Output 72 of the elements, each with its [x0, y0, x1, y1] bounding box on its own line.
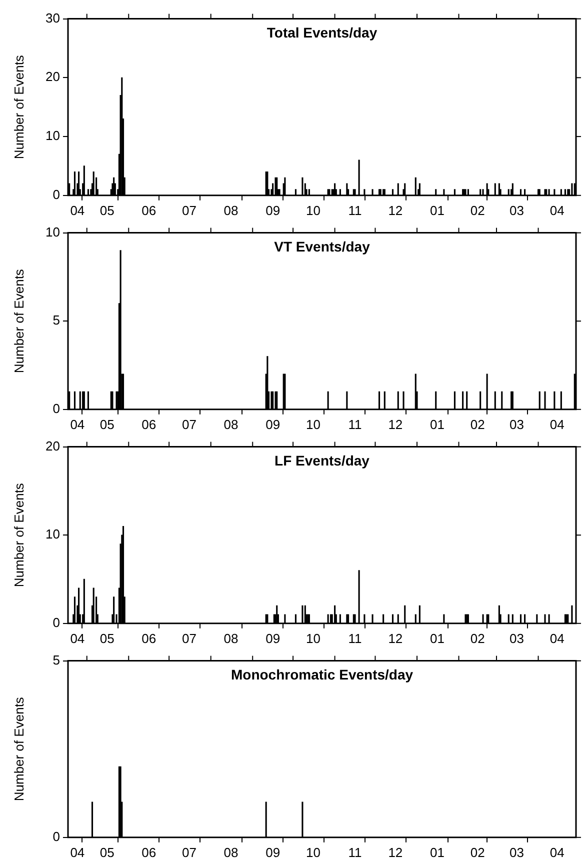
x-tick-label: 08	[224, 416, 238, 432]
x-tick-label: 07	[182, 416, 197, 432]
x-tick-label: 03	[509, 416, 524, 432]
x-tick-label: 01	[430, 202, 444, 218]
y-tick-label: 20	[46, 438, 60, 454]
y-tick-label: 10	[46, 224, 60, 240]
y-tick-label: 0	[52, 400, 60, 416]
y-axis-title: Number of Events	[11, 696, 26, 802]
x-tick-label: 04	[70, 630, 85, 646]
x-tick-label: 04	[550, 844, 564, 860]
x-tick-label: 05	[100, 630, 114, 646]
x-tick-label: 04	[70, 416, 85, 432]
x-tick-label: 11	[348, 416, 362, 432]
x-tick-label: 12	[388, 202, 403, 218]
x-tick-label: 07	[182, 630, 197, 646]
x-tick-label: 02	[470, 844, 485, 860]
x-tick-label: 05	[100, 202, 114, 218]
x-tick-label: 04	[70, 202, 85, 218]
y-tick-label: 30	[46, 10, 60, 26]
x-tick-label: 06	[142, 202, 156, 218]
x-tick-label: 11	[348, 630, 362, 646]
x-tick-label: 04	[550, 630, 564, 646]
chart-title: Monochromatic Events/day	[230, 666, 414, 683]
x-tick-label: 09	[266, 202, 280, 218]
y-tick-label: 20	[46, 69, 60, 84]
y-tick-label: 5	[52, 652, 60, 668]
x-tick-label: 08	[224, 844, 238, 860]
x-tick-label: 06	[142, 844, 156, 860]
x-tick-label: 04	[550, 416, 564, 432]
x-tick-label: 06	[142, 630, 156, 646]
y-axis-title: Number of Events	[11, 482, 26, 588]
x-tick-label: 07	[182, 202, 197, 218]
x-tick-label: 07	[182, 844, 197, 860]
x-tick-label: 01	[430, 416, 444, 432]
x-tick-label: 11	[348, 844, 362, 860]
y-tick-label: 0	[52, 828, 60, 844]
x-tick-label: 05	[100, 416, 114, 432]
x-tick-label: 06	[142, 416, 156, 432]
chart-title: VT Events/day	[274, 238, 370, 255]
x-tick-label: 03	[509, 844, 524, 860]
y-tick-label: 5	[52, 312, 60, 328]
x-tick-label: 09	[266, 844, 280, 860]
x-tick-label: 02	[470, 416, 485, 432]
y-tick-label: 10	[46, 128, 60, 144]
y-axis-title: Number of Events	[11, 268, 26, 374]
x-tick-label: 11	[348, 202, 362, 218]
x-tick-label: 03	[509, 630, 524, 646]
x-tick-label: 02	[470, 630, 485, 646]
x-tick-label: 12	[388, 630, 403, 646]
x-tick-label: 09	[266, 630, 280, 646]
x-tick-label: 04	[70, 844, 85, 860]
x-tick-label: 05	[100, 844, 114, 860]
x-tick-label: 10	[306, 844, 320, 860]
x-tick-label: 04	[550, 202, 564, 218]
y-tick-label: 0	[52, 186, 60, 202]
x-tick-label: 01	[430, 630, 444, 646]
x-tick-label: 08	[224, 202, 238, 218]
y-axis-title: Number of Events	[11, 54, 26, 160]
x-tick-label: 09	[266, 416, 280, 432]
x-tick-label: 08	[224, 630, 238, 646]
x-tick-label: 10	[306, 202, 320, 218]
x-tick-label: 01	[430, 844, 444, 860]
y-tick-label: 10	[46, 526, 60, 542]
x-tick-label: 12	[388, 844, 403, 860]
x-tick-label: 12	[388, 416, 403, 432]
chart-title: Total Events/day	[266, 24, 378, 41]
x-tick-label: 02	[470, 202, 485, 218]
x-tick-label: 03	[509, 202, 524, 218]
y-tick-label: 0	[52, 614, 60, 630]
chart-title: LF Events/day	[274, 452, 370, 469]
x-tick-label: 10	[306, 630, 320, 646]
x-tick-label: 10	[306, 416, 320, 432]
